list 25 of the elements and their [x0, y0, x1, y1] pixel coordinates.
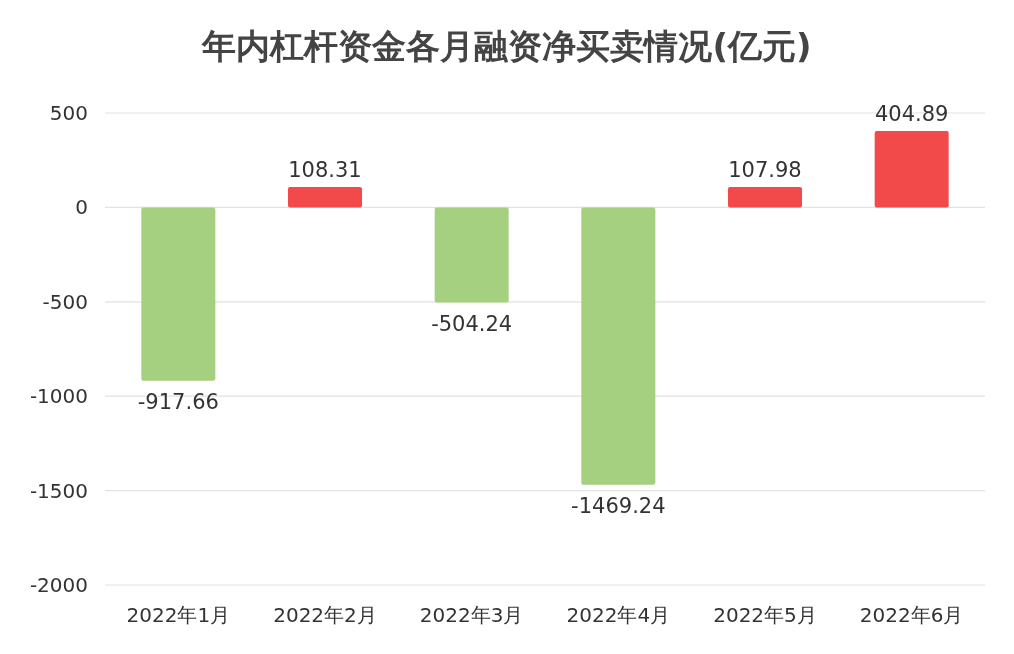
x-tick-label: 2022年4月 [566, 603, 671, 627]
bar [728, 187, 802, 208]
y-tick-label: -1000 [29, 384, 88, 409]
data-label: -504.24 [431, 311, 513, 336]
x-tick-label: 2022年1月 [126, 603, 231, 627]
bar [434, 207, 509, 303]
y-tick-label: -1500 [29, 478, 88, 503]
data-label: -1469.24 [571, 493, 666, 518]
y-tick-label: -2000 [29, 573, 88, 597]
data-label: -917.66 [137, 389, 219, 414]
data-label: 107.98 [728, 158, 802, 183]
x-tick-label: 2022年6月 [859, 603, 964, 627]
y-tick-label: 0 [75, 195, 88, 220]
y-tick-label: -500 [42, 289, 88, 314]
x-tick-label: 2022年5月 [713, 603, 817, 627]
bar [581, 207, 656, 485]
bar [874, 130, 949, 208]
x-tick-label: 2022年2月 [273, 603, 377, 627]
y-tick-label: 500 [49, 101, 88, 125]
x-tick-label: 2022年3月 [419, 603, 524, 627]
data-label: 404.89 [874, 101, 949, 126]
chart-title: 年内杠杆资金各月融资净买卖情况(亿元) [201, 26, 812, 66]
bar [288, 186, 362, 208]
bar [141, 207, 216, 381]
data-label: 108.31 [288, 157, 362, 182]
